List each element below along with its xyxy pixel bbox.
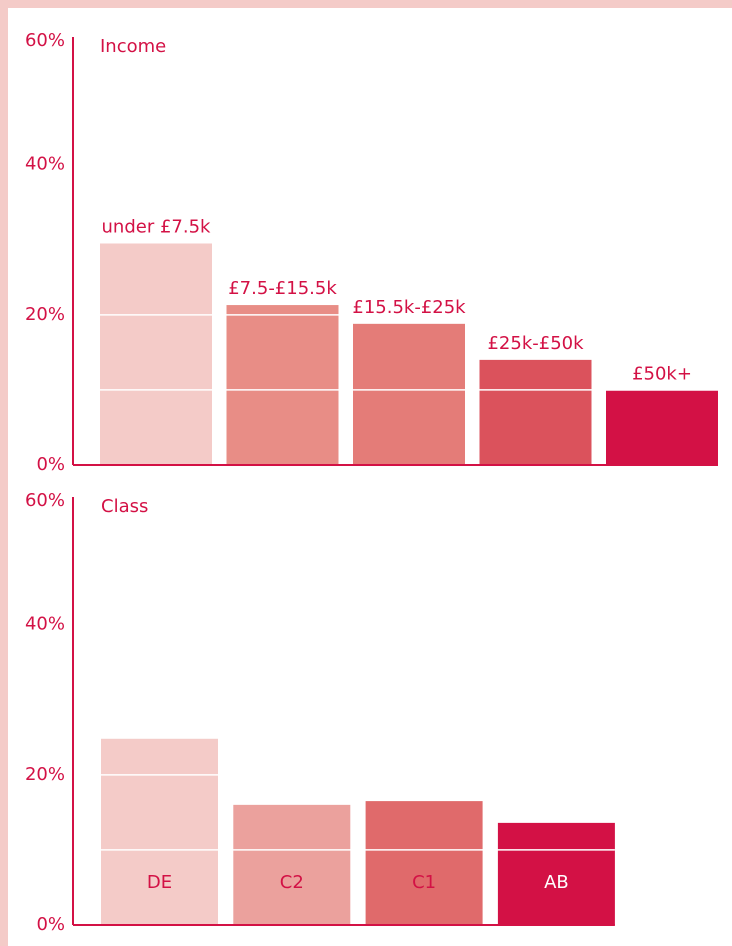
bar-label: C2 bbox=[280, 872, 304, 893]
bar-label: £15.5k-£25k bbox=[352, 297, 466, 318]
bar-label: under £7.5k bbox=[102, 216, 212, 237]
y-tick-label: 40% bbox=[25, 614, 65, 635]
bar bbox=[353, 323, 465, 465]
y-tick-label: 20% bbox=[25, 764, 65, 785]
y-tick-label: 20% bbox=[25, 304, 65, 325]
bar bbox=[101, 738, 218, 925]
y-tick-label: 60% bbox=[25, 490, 65, 511]
top-band bbox=[0, 0, 732, 8]
y-tick-label: 40% bbox=[25, 154, 65, 175]
bar bbox=[606, 390, 718, 465]
bar bbox=[365, 801, 483, 925]
bar-label: £7.5-£15.5k bbox=[228, 278, 337, 299]
bar bbox=[497, 822, 615, 925]
bar bbox=[226, 305, 339, 465]
bar bbox=[479, 359, 592, 465]
bar-label: £50k+ bbox=[632, 364, 692, 385]
bar-label: C1 bbox=[412, 872, 436, 893]
bar-label: AB bbox=[544, 872, 569, 893]
y-tick-label: 0% bbox=[36, 914, 65, 935]
left-band bbox=[0, 0, 8, 946]
bar-label: £25k-£50k bbox=[487, 333, 584, 354]
chart-title: Income bbox=[100, 36, 166, 57]
bar-label: DE bbox=[147, 872, 172, 893]
bar bbox=[100, 243, 212, 465]
chart-title: Class bbox=[101, 496, 148, 517]
y-tick-label: 0% bbox=[36, 454, 65, 475]
bar bbox=[233, 804, 351, 925]
y-tick-label: 60% bbox=[25, 30, 65, 51]
